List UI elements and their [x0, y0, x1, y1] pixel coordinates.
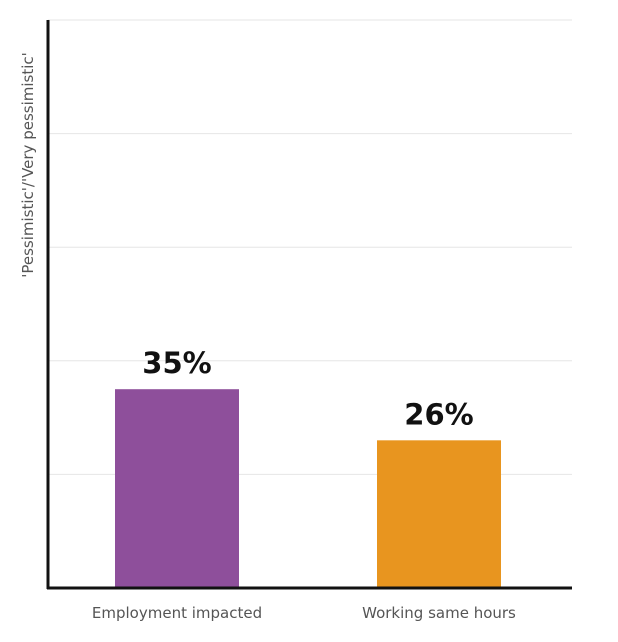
bar-2 — [377, 440, 501, 588]
y-axis-label: 'Pessimistic'/'Very pessimistic' — [19, 52, 37, 278]
data-label-1: 35% — [142, 346, 211, 380]
x-tick-label-2: Working same hours — [362, 604, 516, 622]
bars — [115, 389, 501, 588]
bar-1 — [115, 389, 239, 588]
x-tick-labels: Employment impacted Working same hours — [92, 604, 516, 622]
data-label-2: 26% — [404, 397, 473, 431]
data-labels: 35% 26% — [142, 346, 473, 431]
x-tick-label-1: Employment impacted — [92, 604, 262, 622]
